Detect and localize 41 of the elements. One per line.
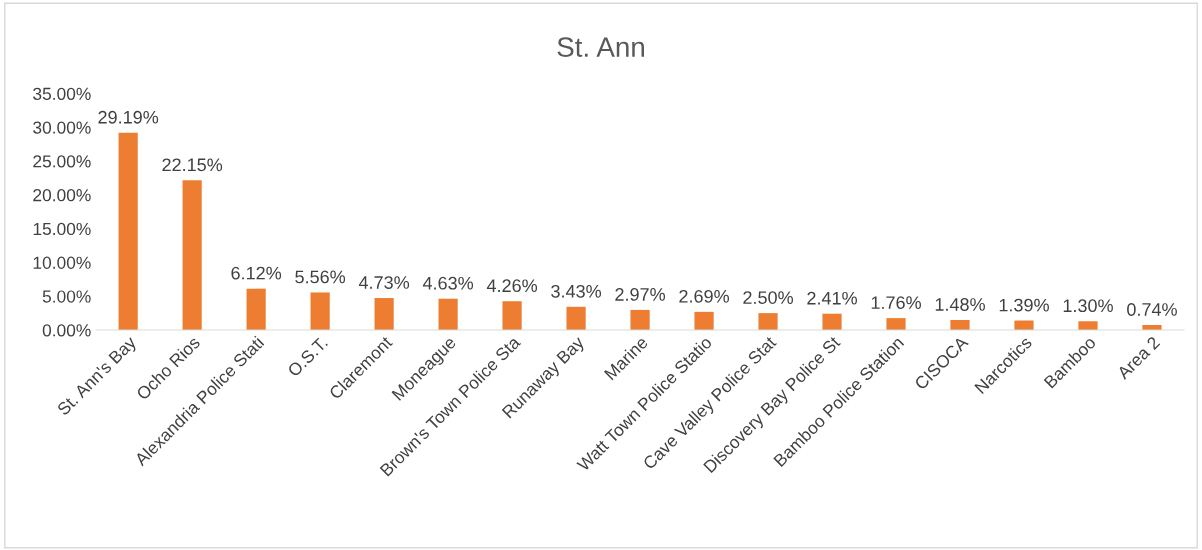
bar bbox=[694, 311, 714, 330]
bar bbox=[630, 309, 650, 330]
bar bbox=[502, 301, 522, 330]
bar bbox=[374, 298, 394, 330]
bar bbox=[1078, 321, 1098, 330]
data-label: 2.69% bbox=[679, 289, 730, 303]
data-label: 29.19% bbox=[98, 110, 159, 124]
bar bbox=[566, 306, 586, 330]
y-tick-label: 15.00% bbox=[33, 222, 91, 236]
y-tick-label: 25.00% bbox=[33, 155, 91, 168]
y-tick-label: 35.00% bbox=[33, 87, 91, 100]
bar bbox=[950, 320, 970, 330]
chart-title: St. Ann bbox=[557, 37, 644, 57]
data-label: 4.26% bbox=[486, 279, 538, 293]
data-label: 0.74% bbox=[1127, 303, 1177, 316]
data-label: 2.41% bbox=[807, 291, 857, 305]
bar bbox=[310, 292, 330, 330]
data-label: 1.76% bbox=[871, 296, 921, 309]
bar bbox=[182, 180, 202, 330]
y-tick-label: 10.00% bbox=[33, 256, 91, 269]
y-tick-label: 20.00% bbox=[33, 189, 91, 202]
y-tick-label: 0.00% bbox=[42, 324, 91, 337]
data-label: 1.30% bbox=[1063, 299, 1113, 313]
bar bbox=[246, 288, 266, 330]
data-label: 1.39% bbox=[999, 298, 1049, 312]
bar bbox=[438, 298, 458, 330]
data-label: 4.73% bbox=[358, 276, 410, 289]
data-label: 2.50% bbox=[743, 291, 793, 304]
y-tick-label: 30.00% bbox=[33, 121, 91, 134]
bar bbox=[822, 313, 842, 330]
data-label: 6.12% bbox=[231, 266, 282, 280]
data-label: 2.97% bbox=[615, 288, 666, 301]
bar bbox=[886, 318, 906, 330]
data-label: 5.56% bbox=[295, 270, 346, 284]
data-label: 4.63% bbox=[422, 276, 474, 290]
y-tick-label: 5.00% bbox=[42, 290, 91, 303]
bar bbox=[758, 313, 778, 330]
bar bbox=[118, 132, 138, 330]
data-label: 22.15% bbox=[162, 158, 223, 172]
data-label: 1.48% bbox=[935, 298, 985, 311]
data-label: 3.43% bbox=[551, 284, 602, 298]
